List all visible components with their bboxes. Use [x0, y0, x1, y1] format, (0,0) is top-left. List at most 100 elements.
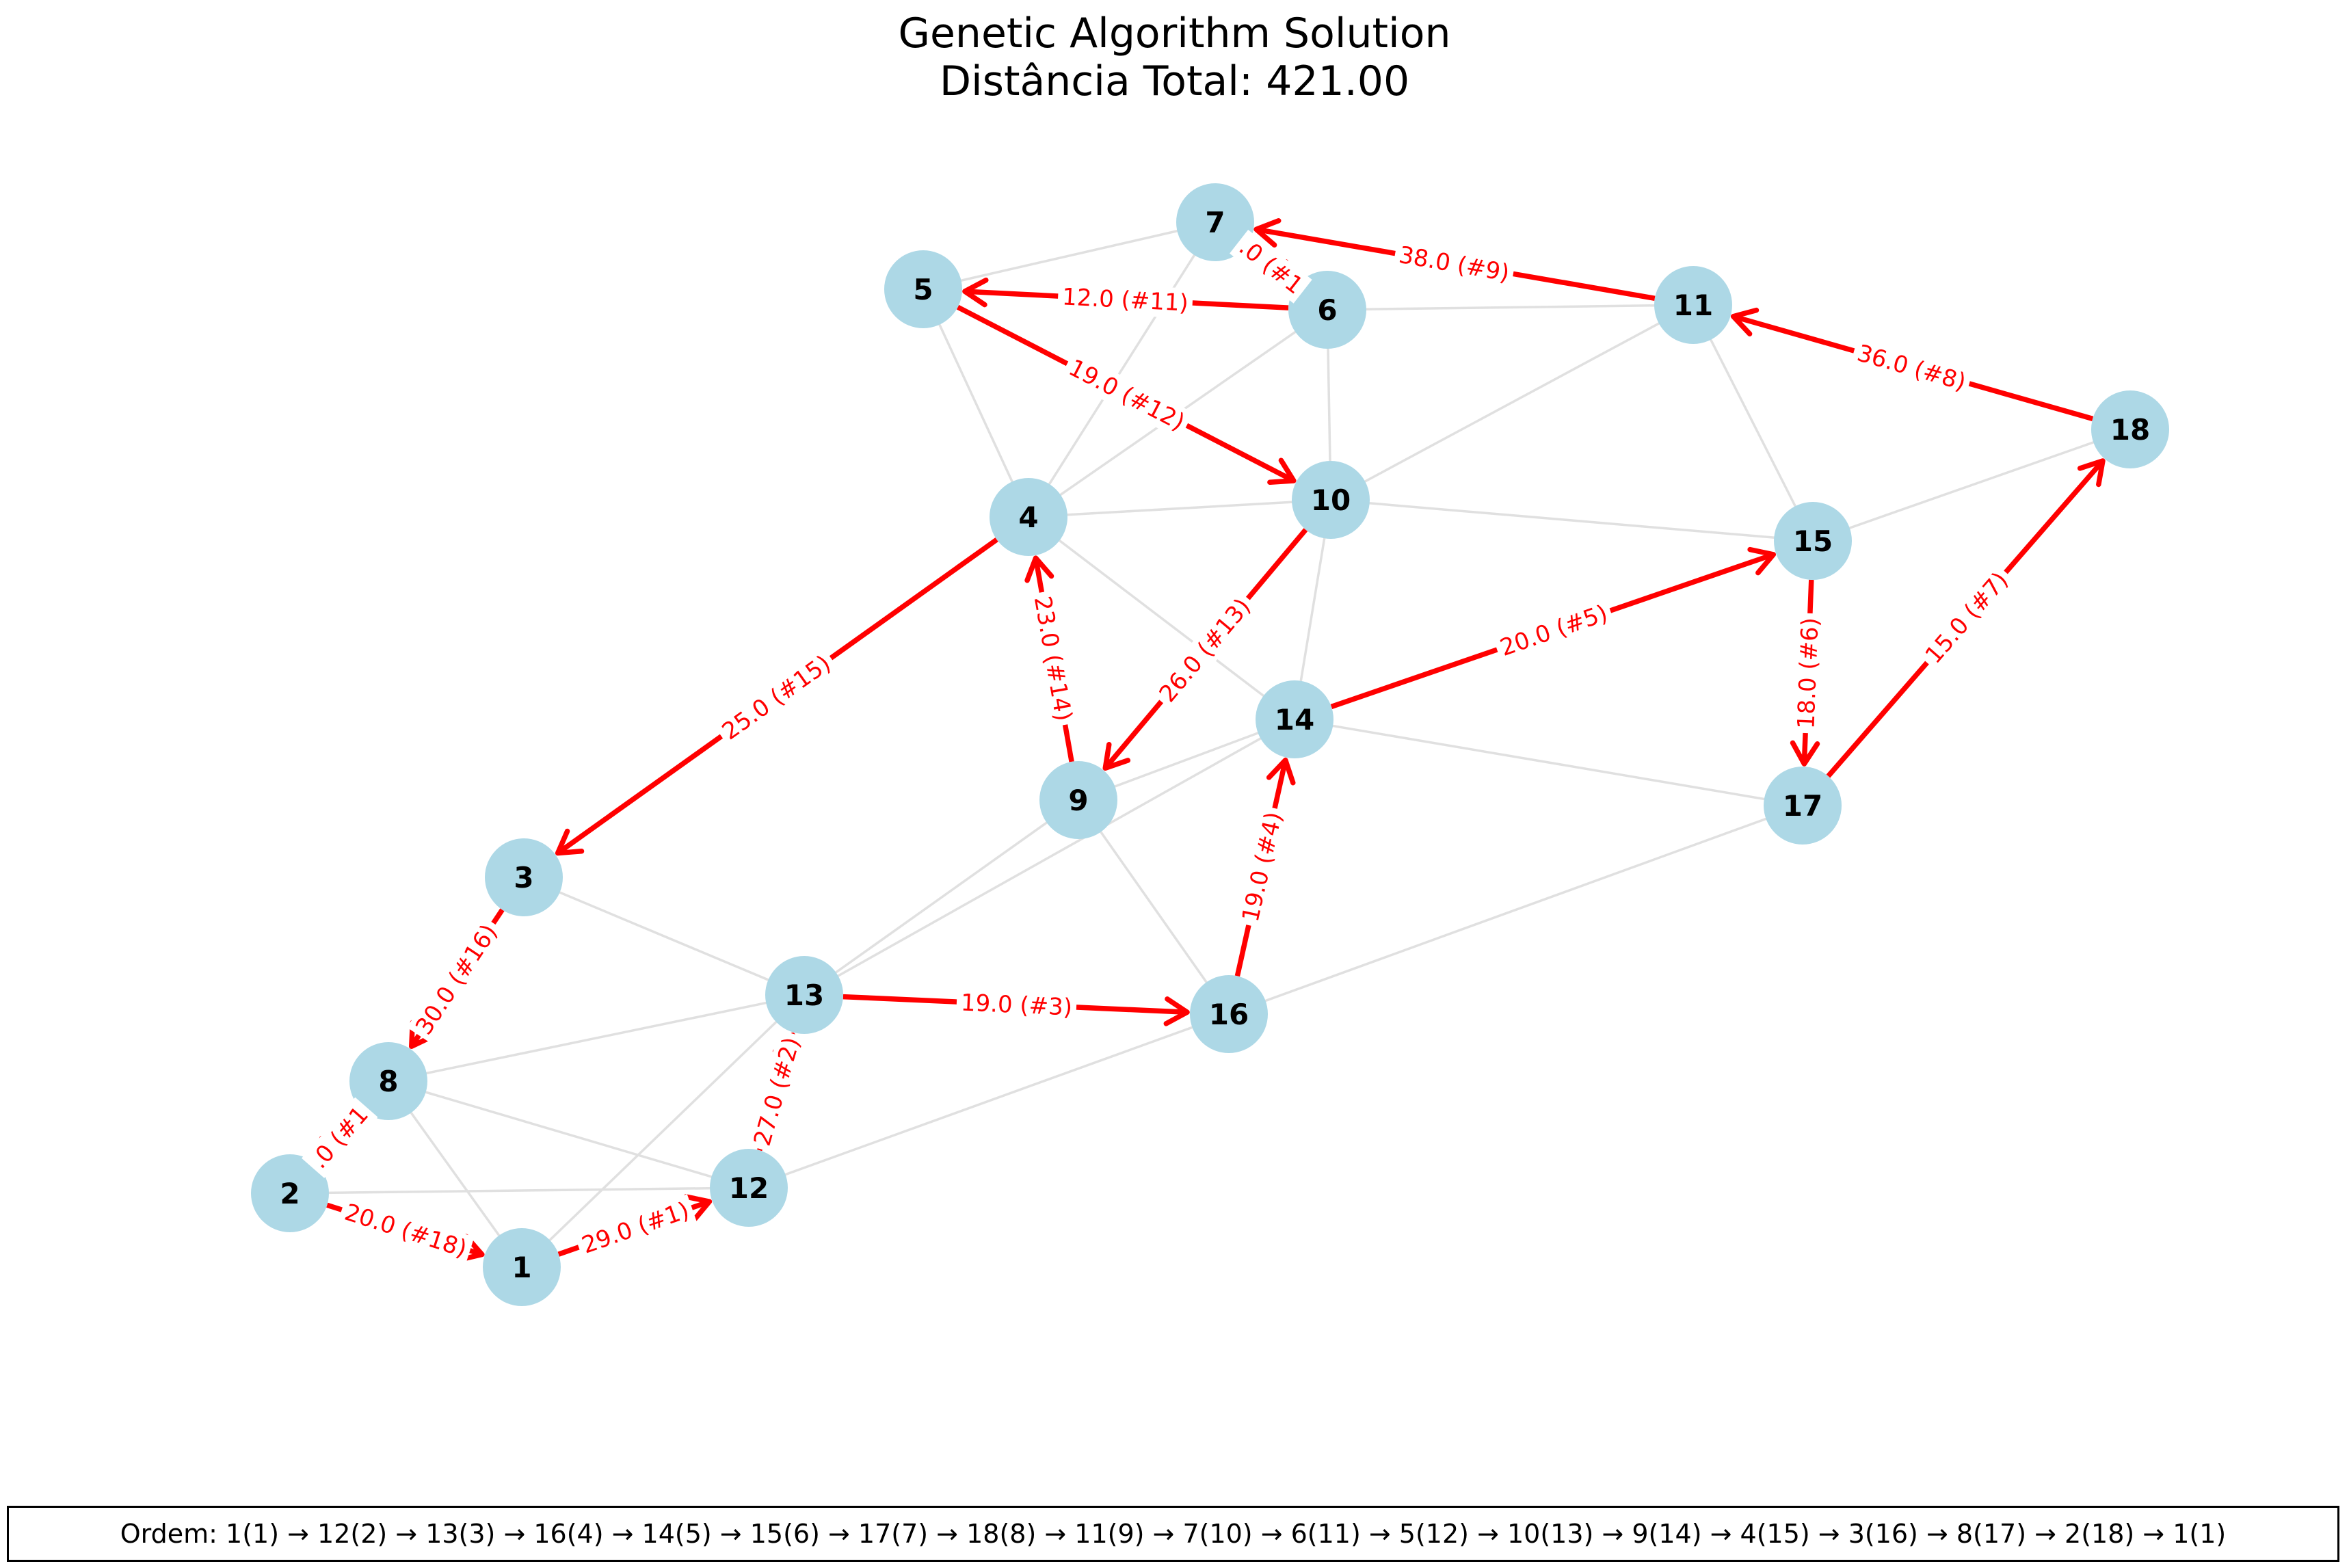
svg-text:11: 11 [1673, 289, 1713, 322]
svg-text:36.0 (#8): 36.0 (#8) [1854, 339, 1969, 396]
tour-arrowhead-16-14 [1266, 757, 1296, 786]
background-edge-5-4 [922, 289, 1030, 518]
node-11: 11 [1654, 266, 1732, 344]
background-edge-2-12 [289, 1186, 749, 1195]
edge-label-2-1: 20.0 (#18) [336, 1196, 475, 1266]
node-5: 5 [884, 250, 962, 328]
background-edge-17-16 [1228, 804, 1803, 1015]
node-14: 14 [1256, 680, 1333, 758]
node-18: 18 [2091, 390, 2169, 468]
node-2: 2 [251, 1154, 329, 1232]
background-edge-14-17 [1294, 718, 1803, 807]
order-box: Ordem: 1(1) → 12(2) → 13(3) → 16(4) → 14… [7, 1506, 2339, 1562]
edge-label-10-9: 26.0 (#13) [1150, 589, 1260, 712]
svg-text:19.0 (#12): 19.0 (#12) [1064, 354, 1189, 436]
svg-text:17: 17 [1783, 789, 1822, 823]
order-text: Ordem: 1(1) → 12(2) → 13(3) → 16(4) → 14… [120, 1519, 2227, 1549]
svg-text:12.0 (#11): 12.0 (#11) [1061, 283, 1189, 317]
node-17: 17 [1764, 767, 1842, 845]
background-edge-11-15 [1692, 304, 1814, 542]
node-4: 4 [990, 478, 1067, 556]
svg-text:16: 16 [1209, 998, 1249, 1031]
title-line-1: Genetic Algorithm Solution [898, 10, 1451, 57]
background-edge-14-13 [804, 718, 1295, 996]
svg-text:20.0 (#18): 20.0 (#18) [341, 1199, 470, 1263]
node-3: 3 [485, 838, 563, 916]
tour-arrowhead-15-17 [1790, 740, 1820, 767]
background-edge-10-11 [1330, 304, 1694, 501]
edge-label-12-13: 27.0 (#2) [746, 1030, 808, 1154]
node-6: 6 [1288, 271, 1366, 349]
background-edge-7-4 [1027, 222, 1217, 518]
tour-edges [315, 218, 2106, 1263]
svg-text:9: 9 [1068, 784, 1088, 817]
svg-text:13: 13 [784, 979, 824, 1012]
background-edge-4-14 [1027, 516, 1296, 721]
svg-text:27.0 (#2): 27.0 (#2) [749, 1034, 806, 1149]
svg-text:30.0 (#16): 30.0 (#16) [410, 920, 503, 1040]
edge-label-8-2: .0 (#1 [302, 1097, 378, 1178]
edge-label-17-18: 15.0 (#7) [1916, 563, 2018, 674]
node-1: 1 [483, 1228, 561, 1306]
background-edge-3-13 [523, 876, 805, 996]
svg-text:7: 7 [1205, 206, 1225, 239]
svg-text:1: 1 [512, 1251, 531, 1284]
svg-text:2: 2 [280, 1177, 300, 1210]
tour-arrowhead-17-18 [2077, 458, 2106, 488]
tour-arrowhead-14-15 [1747, 546, 1777, 576]
tour-arrowhead-11-7 [1253, 218, 1282, 248]
background-edge-7-5 [923, 221, 1216, 291]
node-16: 16 [1190, 975, 1268, 1053]
edge-label-14-15: 20.0 (#5) [1492, 597, 1616, 665]
svg-text:15: 15 [1793, 524, 1833, 558]
svg-text:18.0 (#6): 18.0 (#6) [1792, 617, 1824, 730]
tour-arrowhead-5-10 [1267, 457, 1297, 485]
edge-label-9-4: 23.0 (#14) [1026, 589, 1080, 728]
edge-label-16-14: 19.0 (#4) [1234, 805, 1290, 929]
diagram-title: Genetic Algorithm Solution Distância Tot… [0, 10, 2349, 105]
svg-text:5: 5 [913, 273, 933, 306]
svg-text:23.0 (#14): 23.0 (#14) [1028, 594, 1077, 723]
tour-arrowhead-13-16 [1163, 996, 1190, 1026]
tour-arrowhead-10-9 [1102, 742, 1131, 771]
background-edge-9-16 [1077, 799, 1230, 1015]
tour-arrowhead-6-5 [962, 277, 989, 308]
title-line-2: Distância Total: 421.00 [939, 57, 1410, 105]
edge-label-6-5: 12.0 (#11) [1057, 282, 1193, 319]
edge-label-11-7: 38.0 (#9) [1392, 239, 1516, 290]
svg-text:14: 14 [1275, 703, 1314, 736]
svg-text:10: 10 [1311, 483, 1351, 517]
background-edge-13-1 [520, 994, 806, 1268]
node-12: 12 [710, 1149, 788, 1227]
background-edge-4-10 [1028, 499, 1331, 518]
edge-label-15-17: 18.0 (#6) [1791, 613, 1826, 734]
svg-text:.0 (#1: .0 (#1 [306, 1101, 374, 1174]
svg-text:20.0 (#5): 20.0 (#5) [1497, 600, 1611, 662]
tour-arrowhead-4-3 [555, 828, 585, 856]
tour-arrowhead-1-12 [683, 1194, 713, 1223]
node-15: 15 [1774, 502, 1852, 580]
background-edge-15-18 [1812, 428, 2131, 542]
background-edge-9-13 [803, 799, 1080, 996]
svg-text:38.0 (#9): 38.0 (#9) [1397, 241, 1512, 287]
svg-text:19.0 (#3): 19.0 (#3) [960, 989, 1073, 1021]
node-10: 10 [1292, 461, 1370, 539]
svg-text:19.0 (#4): 19.0 (#4) [1237, 810, 1288, 925]
edge-label-13-16: 19.0 (#3) [955, 987, 1077, 1023]
svg-text:8: 8 [378, 1065, 398, 1098]
background-edge-13-8 [388, 994, 805, 1082]
edge-label-1-12: 29.0 (#1) [574, 1194, 698, 1262]
svg-text:29.0 (#1): 29.0 (#1) [579, 1197, 693, 1260]
svg-text:3: 3 [514, 861, 533, 894]
edge-labels: 29.0 (#1) 27.0 (#2) 19.0 (#3) 19.0 (#4) 20.0… [302, 229, 2018, 1266]
tour-arrowhead-9-4 [1024, 555, 1054, 583]
svg-text:26.0 (#13): 26.0 (#13) [1154, 594, 1257, 708]
edge-label-3-8: 30.0 (#16) [407, 915, 507, 1044]
background-edge-8-12 [388, 1080, 749, 1189]
node-13: 13 [765, 956, 843, 1034]
edge-label-4-3: 25.0 (#15) [713, 646, 840, 749]
svg-text:25.0 (#15): 25.0 (#15) [717, 650, 836, 745]
svg-text:4: 4 [1018, 501, 1038, 534]
